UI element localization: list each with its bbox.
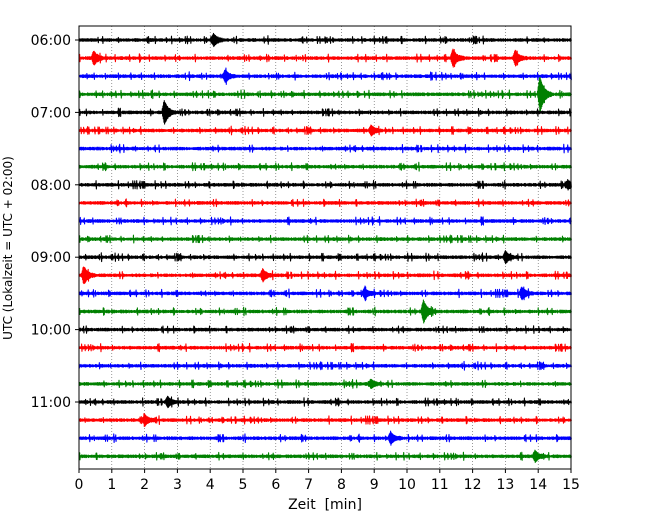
trace-1000: [78, 325, 572, 334]
trace-0715: [78, 124, 572, 137]
trace-0745: [78, 161, 572, 172]
x-tick-label: 4: [206, 477, 215, 493]
trace-0615: [78, 48, 572, 68]
x-axis-ticks: 0 1 2 3 4 5 6 7 8 9 10 11 12 13 14 15: [75, 469, 580, 493]
trace-0845: [78, 234, 572, 244]
y-tick-label: 06:00: [31, 33, 71, 49]
y-tick-label: 09:00: [31, 250, 71, 266]
x-tick-label: 12: [464, 477, 482, 493]
x-tick-label: 6: [271, 477, 280, 493]
trace-0945: [78, 299, 572, 324]
trace-0645: [78, 76, 572, 112]
x-tick-label: 10: [398, 477, 416, 493]
x-tick-label: 2: [140, 477, 149, 493]
trace-0700: [78, 100, 572, 125]
trace-1030: [78, 360, 572, 371]
trace-0830: [78, 216, 572, 226]
trace-0630: [78, 67, 572, 85]
trace-0600: [78, 32, 572, 48]
y-tick-label: 10:00: [31, 323, 71, 339]
x-tick-label: 15: [562, 477, 580, 493]
trace-0930: [78, 285, 572, 302]
seismic-traces: [78, 32, 572, 464]
trace-1015: [78, 342, 572, 353]
plot-frame: [78, 25, 572, 470]
x-tick-label: 11: [431, 477, 449, 493]
y-tick-label: 11:00: [31, 395, 71, 411]
y-axis-ticks: 06:00 07:00 08:00 09:00 10:00 11:00: [31, 33, 79, 411]
x-axis-label: Zeit [min]: [288, 497, 362, 513]
y-tick-label: 07:00: [31, 105, 71, 121]
trace-0815: [78, 198, 572, 208]
trace-1145: [78, 449, 572, 464]
vertical-grid: [111, 26, 539, 469]
trace-1045: [78, 378, 572, 389]
x-tick-label: 9: [370, 477, 379, 493]
x-tick-label: 7: [304, 477, 313, 493]
x-tick-label: 0: [75, 477, 84, 493]
x-tick-label: 13: [496, 477, 514, 493]
trace-1100: [78, 395, 572, 409]
y-tick-label: 08:00: [31, 178, 71, 194]
trace-0800: [78, 179, 572, 191]
y-axis-label: UTC (Lokalzeit = UTC + 02:00): [1, 156, 15, 340]
x-tick-label: 14: [529, 477, 547, 493]
trace-0915: [78, 266, 572, 285]
trace-0900: [78, 250, 572, 265]
x-tick-label: 1: [107, 477, 116, 493]
x-tick-label: 5: [239, 477, 248, 493]
trace-0730: [78, 143, 572, 154]
trace-1115: [78, 413, 572, 428]
x-tick-label: 8: [337, 477, 346, 493]
trace-1130: [78, 430, 572, 446]
x-tick-label: 3: [173, 477, 182, 493]
